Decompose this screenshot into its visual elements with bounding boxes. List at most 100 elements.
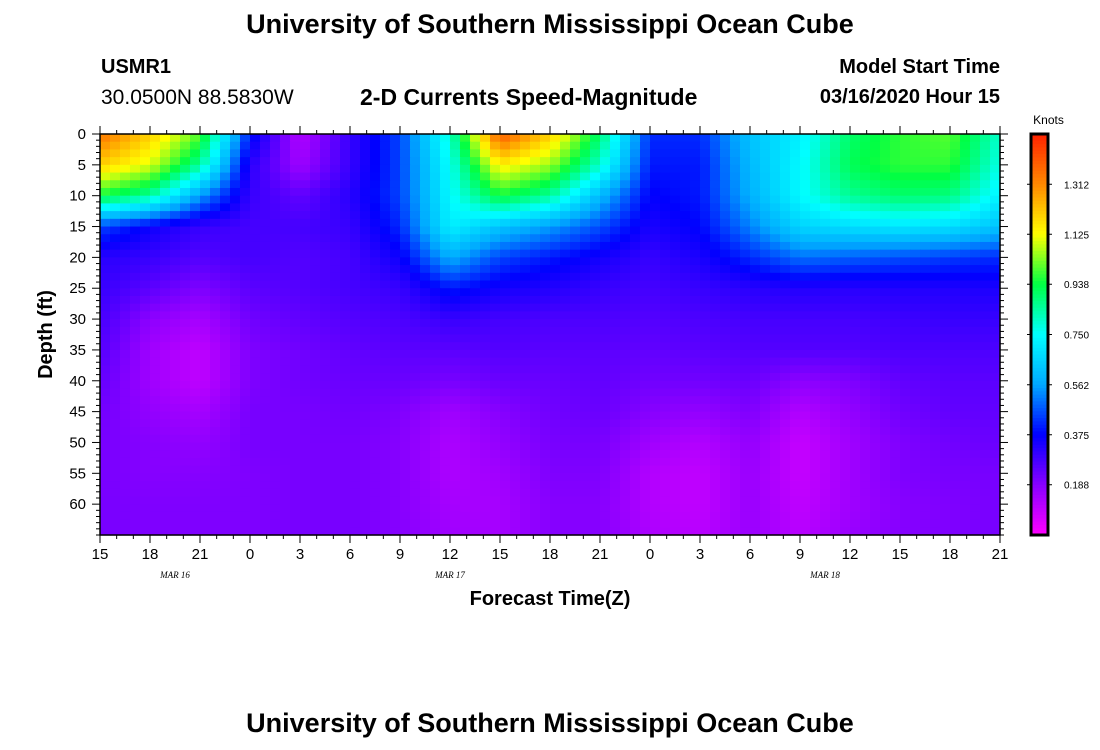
- heatmap-cell: [370, 157, 381, 166]
- heatmap-cell: [960, 342, 971, 351]
- heatmap-cell: [660, 195, 671, 204]
- heatmap-cell: [200, 496, 211, 505]
- heatmap-cell: [390, 465, 401, 474]
- heatmap-cell: [470, 465, 481, 474]
- heatmap-cell: [540, 195, 551, 204]
- heatmap-cell: [580, 257, 591, 266]
- heatmap-cell: [420, 226, 431, 235]
- heatmap-cell: [520, 241, 531, 251]
- heatmap-cell: [600, 450, 611, 459]
- heatmap-cell: [960, 195, 971, 204]
- heatmap-cell: [520, 496, 531, 505]
- heatmap-cell: [180, 157, 191, 166]
- heatmap-cell: [120, 311, 131, 320]
- heatmap-cell: [710, 319, 721, 328]
- heatmap-cell: [550, 211, 561, 220]
- heatmap-cell: [400, 342, 411, 351]
- y-tick-label: 0: [78, 126, 86, 143]
- heatmap-cell: [840, 280, 851, 289]
- heatmap-cell: [630, 311, 641, 320]
- heatmap-cell: [630, 349, 641, 359]
- heatmap-cell: [150, 349, 161, 359]
- heatmap-cell: [190, 280, 201, 289]
- heatmap-cell: [540, 342, 551, 351]
- heatmap-cell: [130, 504, 141, 513]
- heatmap-cell: [820, 326, 831, 336]
- heatmap-cell: [810, 373, 821, 382]
- heatmap-cell: [850, 288, 861, 297]
- heatmap-cell: [430, 419, 441, 428]
- heatmap-cell: [410, 141, 421, 151]
- heatmap-cell: [750, 211, 761, 220]
- heatmap-cell: [780, 427, 791, 436]
- heatmap-cell: [380, 288, 391, 297]
- heatmap-cell: [400, 442, 411, 451]
- heatmap-cell: [510, 157, 521, 166]
- heatmap-cell: [100, 172, 111, 181]
- heatmap-cell: [730, 465, 741, 474]
- heatmap-cell: [160, 195, 171, 204]
- heatmap-cell: [170, 180, 181, 189]
- heatmap-cell: [880, 288, 891, 297]
- heatmap-cell: [920, 427, 931, 436]
- heatmap-cell: [530, 280, 541, 289]
- heatmap-cell: [800, 411, 811, 420]
- heatmap-cell: [340, 373, 351, 382]
- heatmap-cell: [620, 504, 631, 513]
- heatmap-cell: [490, 180, 501, 189]
- heatmap-cell: [280, 157, 291, 166]
- heatmap-cell: [800, 396, 811, 405]
- heatmap-cell: [150, 481, 161, 490]
- heatmap-cell: [740, 134, 751, 143]
- heatmap-cell: [100, 334, 111, 343]
- heatmap-cell: [990, 411, 1001, 420]
- heatmap-cell: [720, 442, 731, 451]
- heatmap-cell: [890, 172, 901, 181]
- heatmap-cell: [550, 303, 561, 312]
- heatmap-cell: [480, 388, 491, 397]
- heatmap-cell: [320, 149, 331, 158]
- heatmap-cell: [190, 411, 201, 420]
- heatmap-cell: [900, 365, 911, 374]
- heatmap-cell: [150, 326, 161, 336]
- heatmap-cell: [730, 265, 741, 274]
- heatmap-cell: [230, 442, 241, 451]
- heatmap-cell: [390, 265, 401, 274]
- heatmap-cell: [350, 527, 361, 536]
- heatmap-cell: [640, 164, 651, 174]
- heatmap-cell: [510, 195, 521, 204]
- heatmap-cell: [610, 403, 621, 413]
- heatmap-cell: [940, 473, 951, 482]
- heatmap-cell: [610, 365, 621, 374]
- heatmap-cell: [170, 311, 181, 320]
- heatmap-cell: [810, 203, 821, 212]
- heatmap-cell: [320, 427, 331, 436]
- heatmap-cell: [650, 280, 661, 289]
- heatmap-cell: [480, 496, 491, 505]
- station-id: USMR1: [101, 56, 172, 78]
- heatmap-cell: [230, 488, 241, 498]
- heatmap-cell: [740, 396, 751, 405]
- heatmap-cell: [840, 396, 851, 405]
- heatmap-cell: [950, 180, 961, 189]
- heatmap-cell: [550, 226, 561, 235]
- heatmap-cell: [850, 272, 861, 282]
- heatmap-cell: [400, 226, 411, 235]
- heatmap-cell: [970, 265, 981, 274]
- heatmap-cell: [850, 234, 861, 243]
- heatmap-cell: [120, 411, 131, 420]
- heatmap-cell: [450, 504, 461, 513]
- heatmap-cell: [290, 496, 301, 505]
- heatmap-cell: [800, 357, 811, 366]
- heatmap-cell: [550, 519, 561, 528]
- heatmap-cell: [220, 488, 231, 498]
- heatmap-cell: [270, 234, 281, 243]
- heatmap-cell: [790, 187, 801, 197]
- heatmap-cell: [670, 164, 681, 174]
- heatmap-cell: [760, 226, 771, 235]
- heatmap-cell: [780, 326, 791, 336]
- heatmap-cell: [920, 434, 931, 444]
- heatmap-cell: [110, 157, 121, 166]
- heatmap-cell: [700, 473, 711, 482]
- heatmap-cell: [780, 481, 791, 490]
